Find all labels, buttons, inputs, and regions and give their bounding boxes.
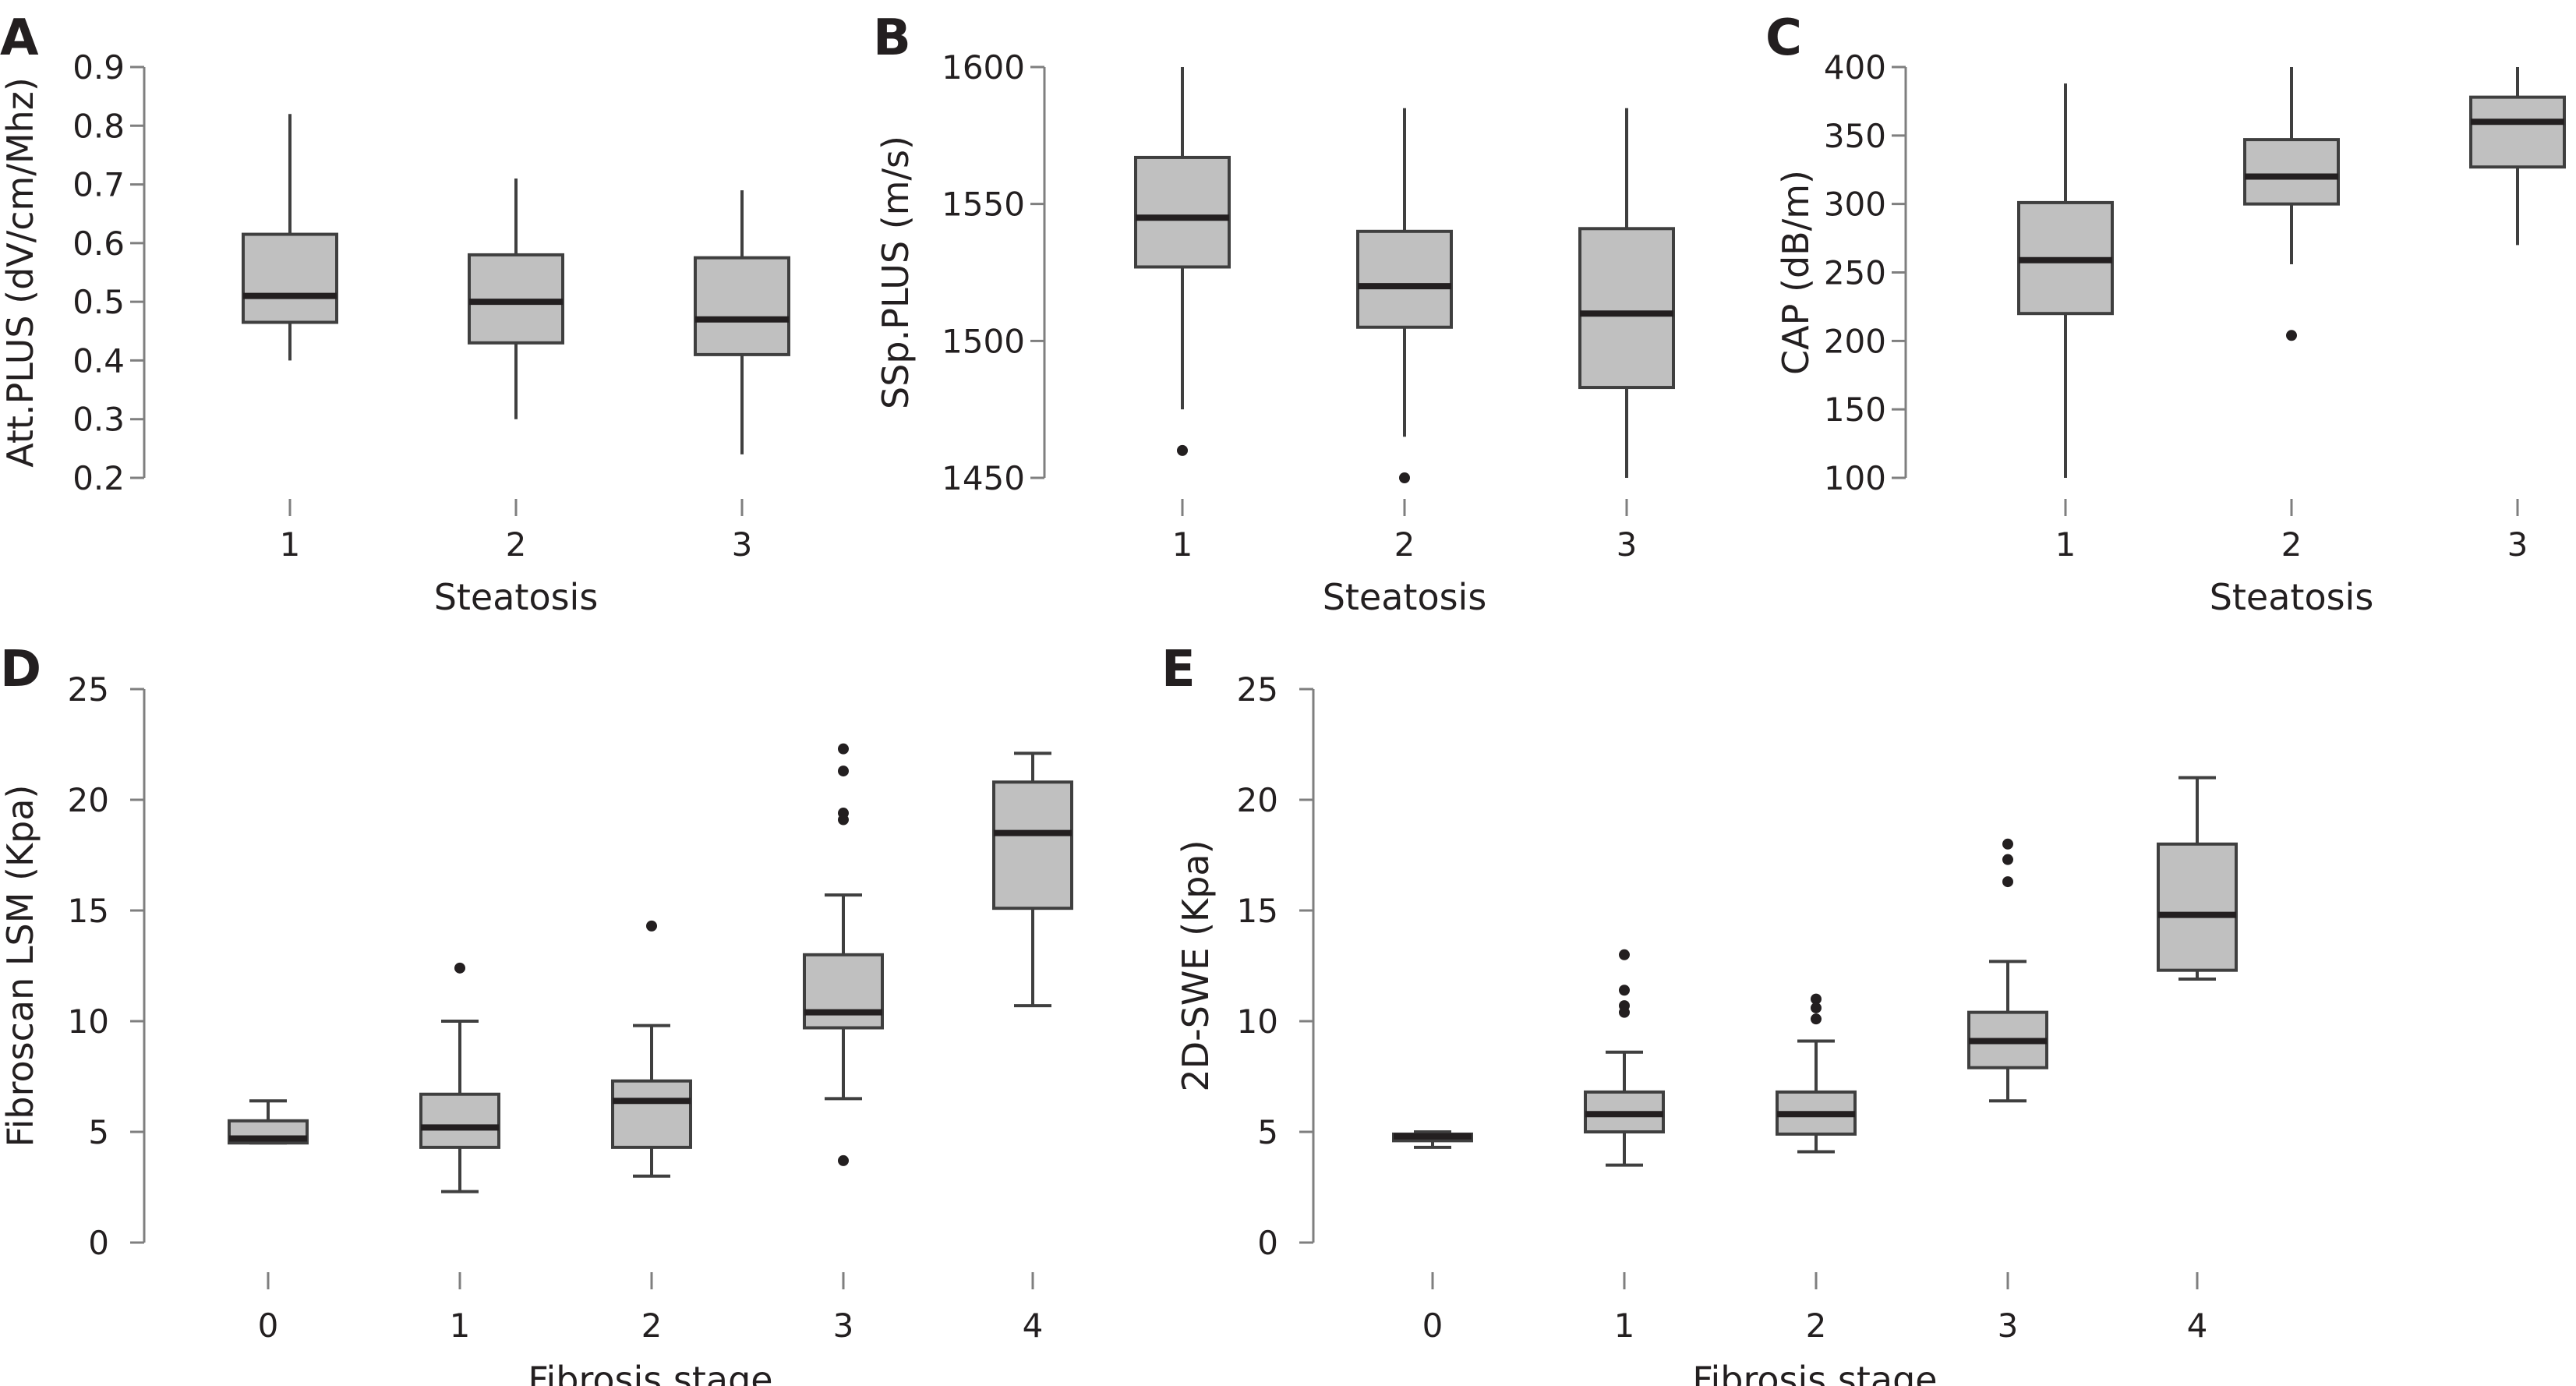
outlier-point-d (838, 743, 849, 755)
box-a (242, 232, 338, 324)
panel-letter-c: C (1765, 9, 1802, 67)
y-tick-label-c: 100 (1824, 459, 1886, 497)
y-tick-label-b: 1500 (942, 322, 1025, 360)
y-axis-label-a: Att.PLUS (dV/cm/Mhz) (0, 77, 41, 468)
box-b (1356, 229, 1453, 329)
panel-letter-a: A (0, 9, 39, 67)
outlier-point-e (1811, 993, 1822, 1005)
y-tick-label-e: 10 (1237, 1002, 1278, 1041)
x-tick-label-b: 1 (1172, 525, 1193, 564)
y-tick-label-b: 1550 (942, 186, 1025, 224)
x-tick-label-e: 0 (1422, 1306, 1443, 1345)
x-tick-label-b: 3 (1617, 525, 1638, 564)
x-tick-label-d: 2 (641, 1306, 663, 1345)
x-axis-label-b: Steatosis (1323, 576, 1487, 618)
panel-letter-b: B (873, 9, 911, 67)
y-tick-label-c: 150 (1824, 391, 1886, 429)
y-tick-label-e: 0 (1257, 1224, 1278, 1262)
y-tick-label-e: 25 (1237, 670, 1278, 709)
box-d (611, 1079, 692, 1149)
y-tick-label-d: 20 (68, 781, 109, 819)
outlier-point-e (2002, 876, 2013, 888)
y-tick-label-d: 0 (88, 1224, 109, 1262)
y-tick-label-e: 20 (1237, 781, 1278, 819)
box-c (2469, 95, 2566, 169)
y-tick-label-d: 5 (88, 1113, 109, 1151)
x-tick-label-a: 1 (280, 525, 301, 564)
x-tick-label-c: 1 (2055, 525, 2076, 564)
y-tick-label-c: 250 (1824, 254, 1886, 292)
outlier-point-e (1811, 1002, 1822, 1013)
x-tick-label-a: 2 (506, 525, 527, 564)
outlier-point-e (2002, 854, 2013, 865)
outlier-point-b (1399, 472, 1410, 483)
x-tick-label-d: 0 (258, 1306, 279, 1345)
outlier-point-e (1811, 1013, 1822, 1025)
y-tick-label-c: 200 (1824, 322, 1886, 360)
outlier-point-d (838, 814, 849, 826)
x-axis-label-e: Fibrosis stage (1692, 1359, 1937, 1386)
y-tick-label-a: 0.2 (72, 459, 125, 497)
panel-letter-d: D (0, 641, 41, 698)
y-tick-label-e: 5 (1257, 1113, 1278, 1151)
x-tick-label-c: 3 (2507, 525, 2528, 564)
y-tick-label-a: 0.8 (72, 107, 125, 145)
y-axis-label-c: CAP (dB/m) (1775, 170, 1817, 375)
outlier-point-d (838, 765, 849, 777)
outlier-point-d (454, 962, 465, 974)
x-tick-label-c: 2 (2281, 525, 2302, 564)
y-tick-label-d: 25 (68, 670, 109, 709)
y-tick-label-d: 10 (68, 1002, 109, 1041)
y-tick-label-e: 15 (1237, 892, 1278, 930)
box-c (2243, 138, 2340, 206)
x-tick-label-e: 1 (1614, 1306, 1635, 1345)
x-tick-label-a: 3 (732, 525, 753, 564)
y-tick-label-a: 0.5 (72, 283, 125, 321)
y-axis-label-b: SSp.PLUS (m/s) (875, 136, 917, 409)
x-tick-label-e: 4 (2187, 1306, 2208, 1345)
y-tick-label-a: 0.6 (72, 225, 125, 263)
x-tick-label-e: 3 (1998, 1306, 2019, 1345)
y-tick-label-a: 0.4 (72, 341, 125, 380)
box-e (2157, 842, 2238, 972)
y-tick-label-b: 1450 (942, 459, 1025, 497)
y-tick-label-a: 0.9 (72, 48, 125, 87)
x-tick-label-b: 2 (1394, 525, 1415, 564)
x-tick-label-d: 1 (450, 1306, 471, 1345)
y-axis-label-d: Fibroscan LSM (Kpa) (0, 785, 41, 1147)
box-d (803, 953, 884, 1030)
y-tick-label-c: 300 (1824, 186, 1886, 224)
outlier-point-c (2286, 330, 2297, 341)
outlier-point-b (1177, 444, 1188, 456)
y-tick-label-c: 400 (1824, 48, 1886, 87)
y-tick-label-c: 350 (1824, 117, 1886, 155)
outlier-point-e (1619, 985, 1630, 996)
box-d (419, 1092, 500, 1149)
y-axis-label-e: 2D-SWE (Kpa) (1175, 840, 1217, 1091)
x-axis-label-a: Steatosis (434, 576, 599, 618)
panel-letter-e: E (1161, 641, 1196, 698)
y-tick-label-d: 15 (68, 892, 109, 930)
outlier-point-e (1619, 1006, 1630, 1018)
x-tick-label-d: 4 (1023, 1306, 1044, 1345)
box-d (992, 780, 1073, 910)
box-a (694, 256, 790, 356)
y-tick-label-b: 1600 (942, 48, 1025, 87)
outlier-point-d (838, 1154, 849, 1166)
x-tick-label-d: 3 (833, 1306, 854, 1345)
box-b (1134, 155, 1231, 269)
x-axis-label-d: Fibrosis stage (528, 1359, 772, 1386)
outlier-point-e (1619, 949, 1630, 960)
box-b (1578, 227, 1675, 390)
y-tick-label-a: 0.7 (72, 166, 125, 204)
y-tick-label-a: 0.3 (72, 401, 125, 439)
outlier-point-d (646, 920, 657, 932)
outlier-point-e (2002, 838, 2013, 850)
x-axis-label-c: Steatosis (2210, 576, 2374, 618)
x-tick-label-e: 2 (1806, 1306, 1827, 1345)
